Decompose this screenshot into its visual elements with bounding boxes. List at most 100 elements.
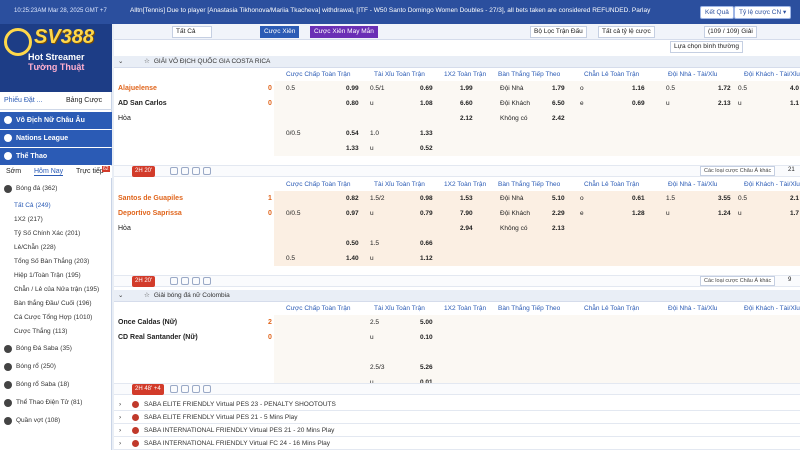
stats-icon[interactable] <box>203 167 211 175</box>
stats-icon[interactable] <box>181 277 189 285</box>
section-euro-women[interactable]: Vô Địch Nữ Châu Âu <box>0 112 112 129</box>
tab-bet-list[interactable]: Bảng Cược <box>66 97 103 104</box>
odds-cell[interactable]: 1.33 <box>420 130 433 137</box>
sidebar-item[interactable]: Cá Cược Tổng Hợp (1010) <box>0 311 112 325</box>
odds-cell[interactable]: 3.55 <box>718 195 731 202</box>
stats-icon[interactable] <box>170 167 178 175</box>
virtual-league-row[interactable]: › SABA INTERNATIONAL FRIENDLY Virtual PES… <box>114 424 800 437</box>
odds-cell[interactable]: 1.33 <box>346 145 359 152</box>
odds-cell[interactable]: 1.99 <box>460 85 473 92</box>
odds-cell[interactable]: 0.99 <box>346 85 359 92</box>
sidebar-item[interactable]: Thể Thao Điện Tử (81) <box>0 396 112 410</box>
odds-cell[interactable]: 0.01 <box>420 379 433 386</box>
stats-icon[interactable] <box>192 277 200 285</box>
sidebar-item[interactable]: Bóng rổ (250) <box>0 360 112 374</box>
odds-cell[interactable]: 2.1 <box>790 195 800 202</box>
odds-cell[interactable]: 1.16 <box>632 85 645 92</box>
virtual-league-row[interactable]: › SABA ELITE FRIENDLY Virtual PES 21 - 5 … <box>114 411 800 424</box>
odds-cell[interactable]: 0.98 <box>420 195 433 202</box>
odds-cell[interactable]: 2.94 <box>460 225 473 232</box>
odds-cell[interactable]: 0.69 <box>420 85 433 92</box>
virtual-league-row[interactable]: › SABA ELITE FRIENDLY Virtual PES 23 - PE… <box>114 398 800 411</box>
odds-cell[interactable]: 5.10 <box>552 195 565 202</box>
sidebar-item[interactable]: Quần vợt (108) <box>0 414 112 428</box>
sidebar-item[interactable]: Bóng rổ Saba (18) <box>0 378 112 392</box>
sidebar-item[interactable]: Hiệp 1/Toàn Trận (195) <box>0 269 112 283</box>
odds-cell[interactable]: 1.1 <box>790 100 800 107</box>
parlay-button[interactable]: Cược Xiên <box>260 26 300 38</box>
odds-cell[interactable]: 0.69 <box>632 100 645 107</box>
league-header[interactable]: ⌄ ☆ GIẢI VÔ ĐỊCH QUỐC GIA COSTA RICA <box>114 56 800 68</box>
league-count-select[interactable]: (109 / 109) Giải <box>704 26 757 38</box>
odds-cell[interactable]: 5.00 <box>420 319 433 326</box>
odds-cell[interactable]: 0.80 <box>346 100 359 107</box>
section-nations-league[interactable]: Nations League <box>0 130 112 147</box>
odds-cell[interactable]: 2.12 <box>460 115 473 122</box>
currency-select[interactable]: Tỷ lệ cược CN ▾ <box>734 6 792 19</box>
odds-cell[interactable]: 6.50 <box>552 100 565 107</box>
match-filter-select[interactable]: Bộ Lọc Trận Đấu <box>530 26 587 38</box>
odds-cell[interactable]: 1.7 <box>790 210 800 217</box>
results-button[interactable]: Kết Quả <box>700 6 734 19</box>
stats-icon[interactable] <box>181 385 189 393</box>
odds-cell[interactable]: 0.79 <box>420 210 433 217</box>
stats-icon[interactable] <box>192 385 200 393</box>
odds-cell[interactable]: 2.42 <box>552 115 565 122</box>
odds-cell[interactable]: 7.90 <box>460 210 473 217</box>
sidebar-item[interactable]: Tổng Số Bàn Thắng (203) <box>0 255 112 269</box>
more-markets-select[interactable]: Các loại cược Châu Á khác <box>700 276 776 286</box>
market-select[interactable]: Tất Cả <box>172 26 212 38</box>
odds-cell[interactable]: 1.40 <box>346 255 359 262</box>
stats-icon[interactable] <box>203 385 211 393</box>
odds-cell[interactable]: 0.54 <box>346 130 359 137</box>
odds-cell[interactable]: 5.26 <box>420 364 433 371</box>
odds-cell[interactable]: 1.28 <box>632 210 645 217</box>
sidebar-item[interactable]: Chẵn / Lẻ của Nửa trận (195) <box>0 283 112 297</box>
promo-banner[interactable]: Hot Streamer Tường Thuật <box>28 52 85 72</box>
odds-cell[interactable]: 1.53 <box>460 195 473 202</box>
lucky-parlay-button[interactable]: Cược Xiên May Mắn <box>310 26 378 38</box>
sidebar-item[interactable]: 1X2 (217) <box>0 213 112 227</box>
virtual-league-row[interactable]: › SABA INTERNATIONAL FRIENDLY Virtual FC … <box>114 437 800 450</box>
odds-cell[interactable]: 6.60 <box>460 100 473 107</box>
odds-cell[interactable]: 0.82 <box>346 195 359 202</box>
odds-cell[interactable]: 1.24 <box>718 210 731 217</box>
odds-cell[interactable]: 0.61 <box>632 195 645 202</box>
stats-icon[interactable] <box>192 167 200 175</box>
odds-cell[interactable]: 0.52 <box>420 145 433 152</box>
league-header[interactable]: ⌄ ☆ Giải bóng đá nữ Colombia <box>114 290 800 302</box>
sort-select[interactable]: Lựa chọn bình thường <box>670 41 744 53</box>
odds-cell[interactable]: 2.29 <box>552 210 565 217</box>
sidebar-item[interactable]: Tất Cả (249) <box>0 199 112 213</box>
sidebar-item[interactable]: Cược Thắng (113) <box>0 325 112 339</box>
sport-ball-icon <box>4 417 12 425</box>
odds-cell[interactable]: 1.12 <box>420 255 433 262</box>
tab-early[interactable]: Sớm <box>6 168 22 175</box>
stats-icon[interactable] <box>181 167 189 175</box>
odds-cell[interactable]: 1.79 <box>552 85 565 92</box>
odds-cell[interactable]: 2.13 <box>552 225 565 232</box>
odds-cell[interactable]: 4.0 <box>790 85 800 92</box>
stats-icon[interactable] <box>170 277 178 285</box>
more-markets-select[interactable]: Các loại cược Châu Á khác <box>700 166 776 176</box>
stats-icon[interactable] <box>170 385 178 393</box>
odds-cell[interactable]: 0.50 <box>346 240 359 247</box>
odds-cell[interactable]: 0.10 <box>420 334 433 341</box>
odds-cell[interactable]: 0.97 <box>346 210 359 217</box>
brand-banner[interactable]: SV388 Hot Streamer Tường Thuật <box>0 24 112 92</box>
stats-icon[interactable] <box>203 277 211 285</box>
sidebar-item[interactable]: Bóng Đá Saba (35) <box>0 342 112 356</box>
tab-today[interactable]: Hôm Nay <box>34 168 64 176</box>
sidebar-item[interactable]: Lẻ/Chẵn (228) <box>0 241 112 255</box>
odds-cell[interactable]: 1.72 <box>718 85 731 92</box>
section-sports[interactable]: Thể Thao <box>0 148 112 165</box>
odds-cell[interactable]: 1.08 <box>420 100 433 107</box>
odds-cell[interactable]: 0.66 <box>420 240 433 247</box>
tab-live[interactable]: Trực tiếp <box>76 168 104 175</box>
odds-cell[interactable]: 2.13 <box>718 100 731 107</box>
sidebar-item[interactable]: Bóng đá (362) <box>0 182 112 196</box>
tab-bet-slip[interactable]: Phiếu Đặt ... <box>4 97 43 104</box>
sidebar-item[interactable]: Bàn thắng Đầu/ Cuối (196) <box>0 297 112 311</box>
odds-type-select[interactable]: Tất cả tỷ lệ cược <box>598 26 655 38</box>
sidebar-item[interactable]: Tỷ Số Chính Xác (201) <box>0 227 112 241</box>
